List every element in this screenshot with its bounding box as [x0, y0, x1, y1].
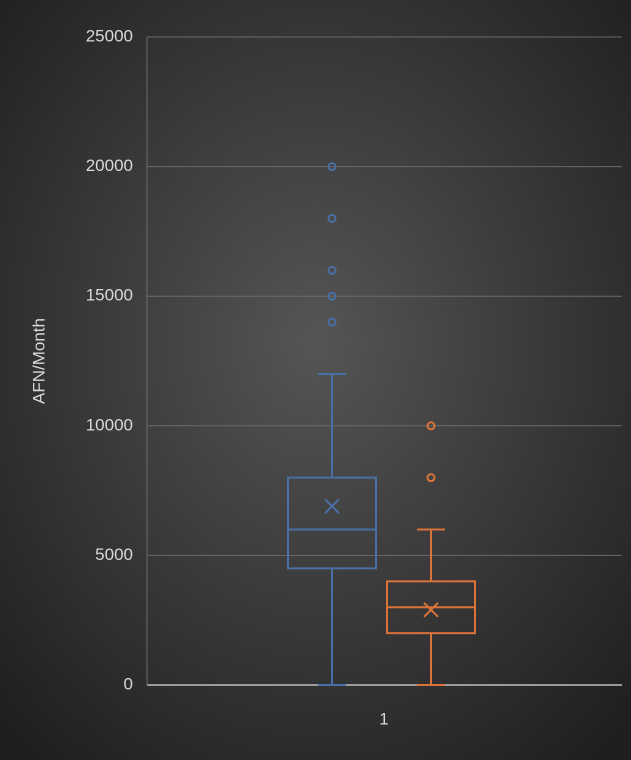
outlier — [327, 213, 337, 223]
y-tick-label: 5000 — [95, 545, 133, 564]
outlier — [327, 291, 337, 301]
outlier — [327, 317, 337, 327]
y-tick-label: 0 — [124, 674, 133, 693]
x-tick-label: 1 — [379, 709, 388, 728]
y-tick-label: 25000 — [86, 26, 133, 45]
mean-marker — [423, 602, 439, 618]
y-tick-label: 10000 — [86, 415, 133, 434]
outlier — [327, 162, 337, 172]
y-axis-label: AFN/Month — [29, 318, 48, 404]
outlier — [426, 473, 436, 483]
mean-marker — [324, 498, 340, 514]
box — [287, 476, 377, 570]
y-tick-label: 15000 — [86, 286, 133, 305]
y-tick-label: 20000 — [86, 156, 133, 175]
outlier — [426, 421, 436, 431]
outlier — [327, 265, 337, 275]
